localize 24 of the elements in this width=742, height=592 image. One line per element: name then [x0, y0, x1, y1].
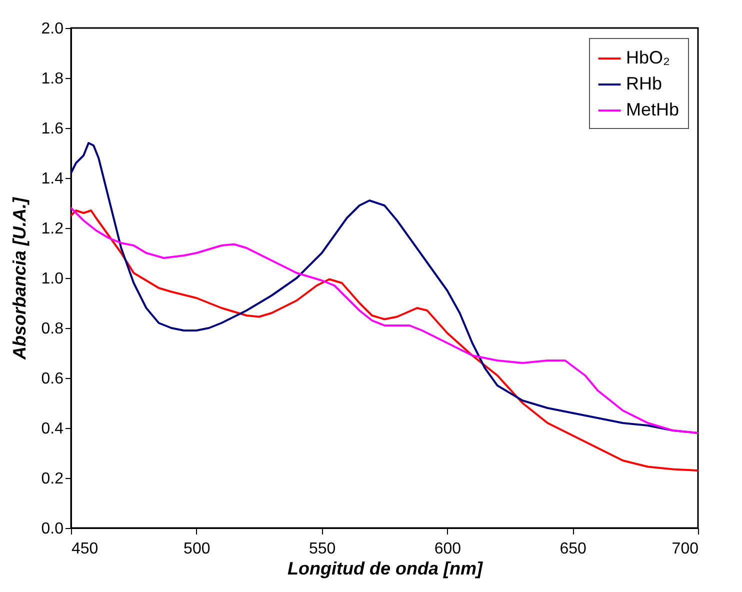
y-tick-label: 0.0 — [41, 520, 64, 538]
x-tick-label: 700 — [672, 540, 699, 558]
y-tick-label: 1.8 — [41, 70, 64, 88]
x-axis-title: Longitud de onda [nm] — [288, 558, 484, 578]
y-axis-title: Absorbancia [U.A.] — [9, 196, 30, 361]
y-tick-label: 0.4 — [41, 420, 64, 438]
legend-label: MetHb — [626, 100, 680, 120]
y-tick-label: 1.0 — [41, 270, 64, 288]
line-series — [71, 207, 698, 434]
x-tick-label: 500 — [184, 540, 210, 558]
y-tick-label: 0.6 — [41, 370, 64, 388]
y-tick-label: 1.4 — [41, 170, 64, 188]
y-tick-label: 1.2 — [41, 220, 64, 238]
x-tick-label: 600 — [434, 540, 462, 558]
y-tick-label: 2.0 — [41, 20, 64, 38]
legend-label: HbO₂ — [626, 48, 670, 68]
x-tick-label: 550 — [308, 540, 336, 558]
y-tick-label: 1.6 — [41, 120, 64, 138]
x-tick-label: 650 — [560, 540, 587, 558]
line-series — [71, 210, 698, 472]
x-tick-label: 450 — [72, 540, 98, 558]
y-tick-label: 0.8 — [41, 320, 64, 338]
y-tick-label: 0.2 — [41, 470, 64, 488]
legend-label: RHb — [626, 74, 662, 94]
